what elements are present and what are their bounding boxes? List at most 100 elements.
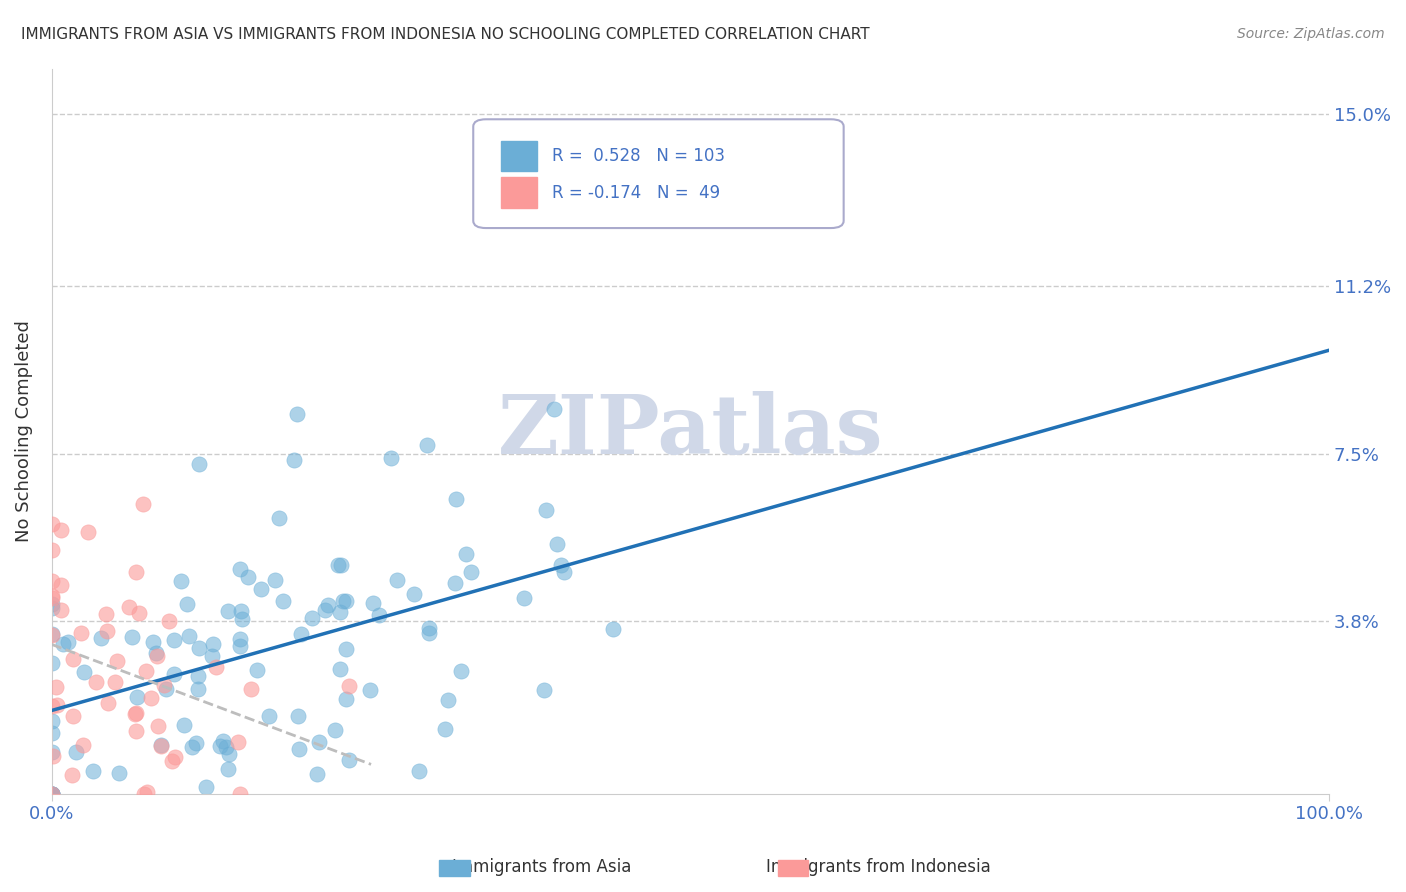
Point <box>51 523 73 537</box>
Point <box>121 630 143 644</box>
Point <box>246 663 269 677</box>
Point <box>41 600 63 615</box>
Point <box>200 649 222 664</box>
Point <box>41 657 63 671</box>
Point <box>513 591 536 605</box>
Point <box>444 492 467 507</box>
Point <box>337 679 360 693</box>
Point <box>149 738 172 752</box>
Point <box>62 652 84 666</box>
Point <box>41 517 63 532</box>
Point <box>229 639 252 653</box>
Point <box>363 597 385 611</box>
Point <box>290 627 312 641</box>
Point <box>408 764 430 778</box>
Point <box>264 574 287 588</box>
Point <box>418 625 440 640</box>
Point <box>181 739 204 754</box>
Point <box>70 626 93 640</box>
Point <box>41 591 63 606</box>
Point <box>41 628 63 642</box>
Point <box>45 681 67 695</box>
Point <box>41 574 63 589</box>
Point <box>543 401 565 416</box>
Point <box>49 578 72 592</box>
Point <box>335 691 357 706</box>
Point <box>218 747 240 761</box>
Point <box>201 637 224 651</box>
Point <box>454 547 477 561</box>
Text: ZIPatlas: ZIPatlas <box>498 391 883 471</box>
Point <box>132 497 155 511</box>
Point <box>287 709 309 723</box>
Point <box>229 632 252 647</box>
Point <box>250 582 273 596</box>
Point <box>318 598 340 612</box>
Point <box>444 576 467 591</box>
Point <box>141 690 163 705</box>
Point <box>387 574 409 588</box>
Point <box>62 708 84 723</box>
Point <box>135 664 157 678</box>
Point <box>187 682 209 697</box>
Point <box>60 768 83 782</box>
Point <box>146 719 169 733</box>
Point <box>212 733 235 747</box>
Point <box>135 785 157 799</box>
Point <box>73 665 96 679</box>
Point <box>217 604 239 618</box>
Point <box>546 537 568 551</box>
Point <box>41 543 63 558</box>
Text: Immigrants from Asia: Immigrants from Asia <box>451 858 631 876</box>
Point <box>329 662 352 676</box>
Point <box>124 566 146 580</box>
Point <box>335 593 357 607</box>
Point <box>380 451 402 466</box>
Point <box>329 558 352 572</box>
Point <box>231 604 253 618</box>
Point <box>41 589 63 603</box>
Point <box>150 739 173 754</box>
Point <box>41 787 63 801</box>
Point <box>176 597 198 611</box>
Point <box>188 640 211 655</box>
Point <box>105 654 128 668</box>
Point <box>41 787 63 801</box>
Point <box>217 762 239 776</box>
Point <box>41 597 63 611</box>
Point <box>56 635 79 649</box>
Point <box>332 594 354 608</box>
Point <box>94 607 117 622</box>
Point <box>416 438 439 452</box>
Point <box>72 738 94 752</box>
Point <box>553 565 575 579</box>
Point <box>49 603 72 617</box>
Point <box>301 610 323 624</box>
Point <box>418 621 440 635</box>
Point <box>104 674 127 689</box>
Point <box>41 714 63 728</box>
Point <box>257 709 280 723</box>
Point <box>125 706 148 720</box>
Point <box>329 605 352 619</box>
Point <box>460 565 482 579</box>
Point <box>128 606 150 620</box>
Point <box>65 745 87 759</box>
Point <box>359 683 381 698</box>
Point <box>134 787 156 801</box>
Point <box>163 633 186 648</box>
Text: R =  0.528   N = 103: R = 0.528 N = 103 <box>553 147 725 165</box>
Text: IMMIGRANTS FROM ASIA VS IMMIGRANTS FROM INDONESIA NO SCHOOLING COMPLETED CORRELA: IMMIGRANTS FROM ASIA VS IMMIGRANTS FROM … <box>21 27 870 42</box>
Point <box>533 683 555 698</box>
Point <box>96 624 118 638</box>
Point <box>450 664 472 678</box>
Point <box>145 646 167 660</box>
Point <box>41 787 63 801</box>
Point <box>41 698 63 713</box>
Point <box>127 690 149 705</box>
Point <box>108 766 131 780</box>
Point <box>125 723 148 738</box>
Point <box>170 574 193 589</box>
Point <box>534 503 557 517</box>
Point <box>231 612 253 626</box>
